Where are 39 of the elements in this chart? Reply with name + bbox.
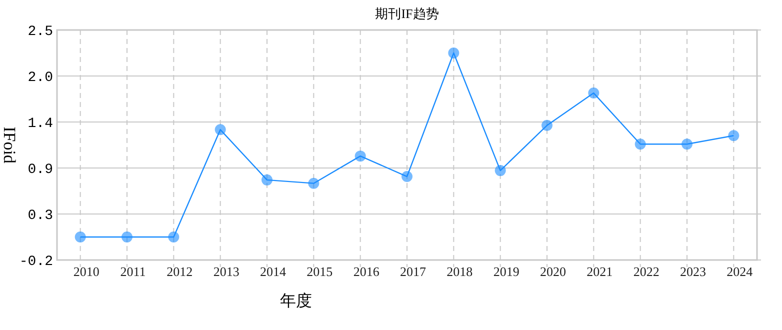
point (262, 174, 272, 186)
point (168, 232, 180, 242)
x-tick-label: 2018 (446, 264, 473, 279)
point (494, 165, 506, 176)
x-tick-label: 2019 (493, 264, 520, 279)
x-tick-label: 2011 (120, 264, 146, 279)
chart-title: 期刊IF趋势 (375, 6, 439, 21)
x-tick-label: 2021 (586, 264, 613, 279)
x-tick-label: 2023 (680, 264, 706, 279)
x-tick-label: 2010 (73, 264, 100, 279)
x-tick-label: 2017 (400, 264, 426, 279)
y-tick-label: -0.2 (19, 254, 53, 270)
point (354, 150, 366, 162)
point (308, 178, 320, 189)
point (402, 171, 412, 182)
point (74, 232, 86, 242)
y-tick-label: 0.9 (28, 162, 53, 178)
x-tick-label: 2012 (166, 264, 193, 279)
point (588, 88, 600, 99)
x-tick-label: 2013 (213, 264, 240, 279)
point (634, 138, 646, 150)
x-tick-label: 2024 (726, 264, 754, 279)
point (682, 138, 692, 150)
point (542, 120, 552, 131)
y-axis-title: IFoid (0, 126, 19, 164)
x-tick-label: 2015 (306, 264, 333, 279)
point (122, 232, 132, 242)
y-tick-label: 2.5 (28, 24, 53, 40)
x-tick-label: 2014 (260, 264, 286, 279)
y-tick-label: 0.3 (28, 208, 53, 224)
x-tick-label: 2020 (540, 264, 566, 279)
point (728, 130, 740, 142)
point (448, 48, 460, 58)
x-axis-title: 年度 (280, 292, 312, 310)
point (214, 124, 226, 136)
y-tick-label: 2.0 (28, 70, 53, 86)
x-tick-label: 2022 (633, 264, 660, 279)
y-tick-label: 1.4 (28, 116, 53, 132)
x-tick-label: 2016 (353, 264, 380, 279)
